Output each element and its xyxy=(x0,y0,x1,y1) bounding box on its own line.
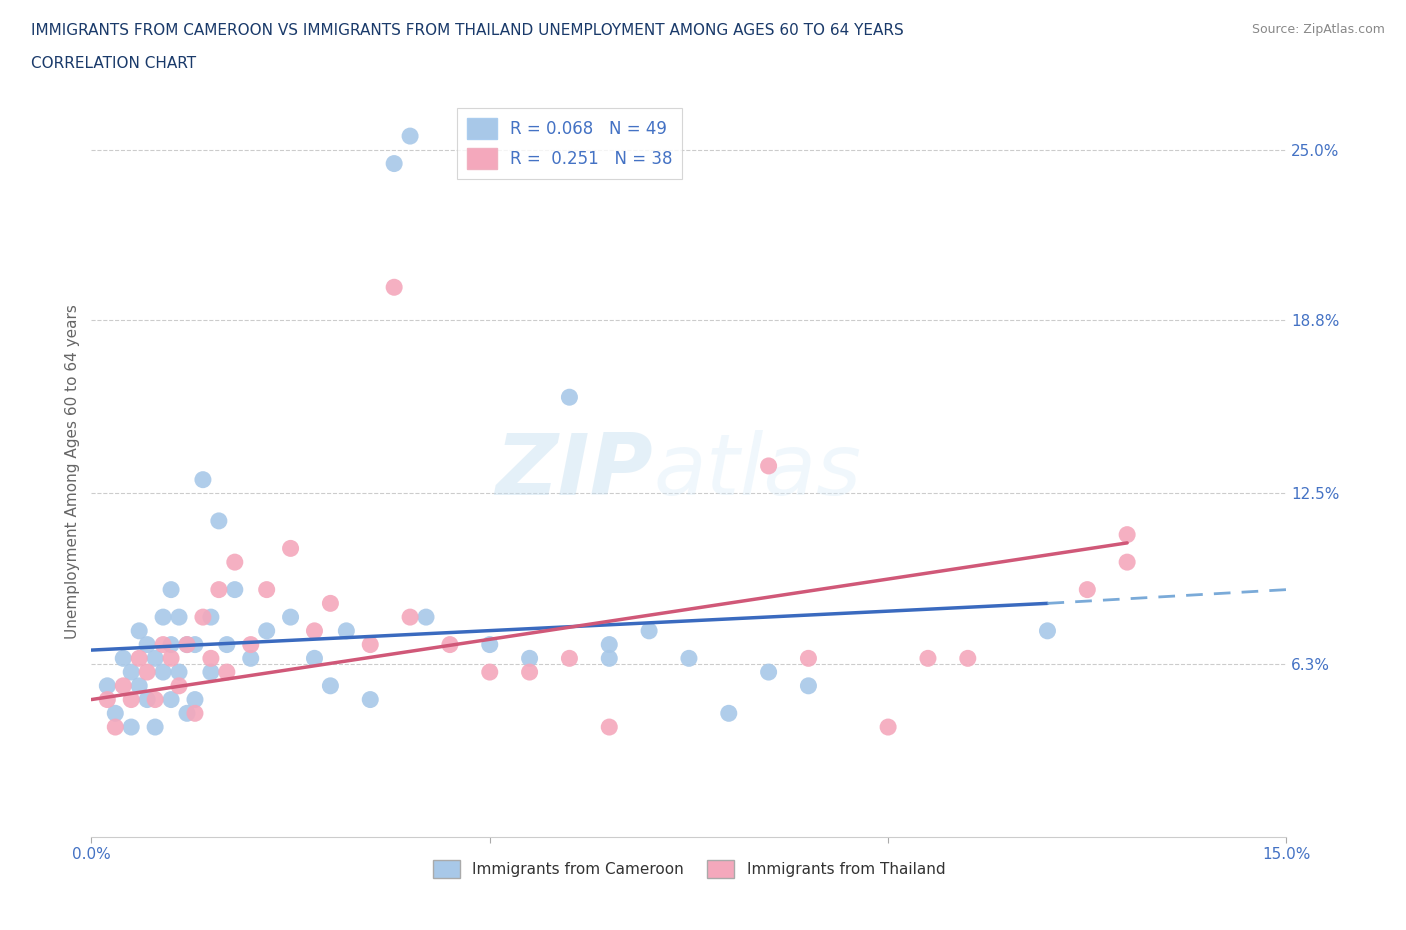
Point xyxy=(176,706,198,721)
Point xyxy=(160,637,183,652)
Legend: Immigrants from Cameroon, Immigrants from Thailand: Immigrants from Cameroon, Immigrants fro… xyxy=(426,855,952,884)
Point xyxy=(1116,527,1139,542)
Point xyxy=(758,458,780,473)
Point xyxy=(797,651,820,666)
Point xyxy=(335,623,357,638)
Point xyxy=(136,637,159,652)
Point xyxy=(120,665,142,680)
Point xyxy=(415,610,437,625)
Point xyxy=(112,651,135,666)
Point xyxy=(1076,582,1098,597)
Point xyxy=(717,706,740,721)
Point xyxy=(160,692,183,707)
Text: CORRELATION CHART: CORRELATION CHART xyxy=(31,56,195,71)
Point xyxy=(184,637,207,652)
Point xyxy=(239,637,262,652)
Point xyxy=(184,692,207,707)
Point xyxy=(678,651,700,666)
Point xyxy=(167,678,190,693)
Text: Source: ZipAtlas.com: Source: ZipAtlas.com xyxy=(1251,23,1385,36)
Point xyxy=(191,472,214,487)
Point xyxy=(382,156,405,171)
Point xyxy=(478,637,501,652)
Point xyxy=(917,651,939,666)
Point xyxy=(519,651,541,666)
Point xyxy=(399,610,422,625)
Point xyxy=(104,706,127,721)
Point xyxy=(256,582,278,597)
Point xyxy=(128,623,150,638)
Point xyxy=(152,610,174,625)
Point xyxy=(758,665,780,680)
Point xyxy=(224,554,246,569)
Point xyxy=(319,678,342,693)
Point xyxy=(280,610,302,625)
Point xyxy=(256,623,278,638)
Point xyxy=(215,665,238,680)
Text: IMMIGRANTS FROM CAMEROON VS IMMIGRANTS FROM THAILAND UNEMPLOYMENT AMONG AGES 60 : IMMIGRANTS FROM CAMEROON VS IMMIGRANTS F… xyxy=(31,23,904,38)
Point xyxy=(167,610,190,625)
Point xyxy=(160,582,183,597)
Y-axis label: Unemployment Among Ages 60 to 64 years: Unemployment Among Ages 60 to 64 years xyxy=(65,304,80,640)
Point xyxy=(239,651,262,666)
Point xyxy=(304,623,326,638)
Point xyxy=(128,678,150,693)
Point xyxy=(104,720,127,735)
Point xyxy=(215,637,238,652)
Point xyxy=(200,665,222,680)
Point xyxy=(176,637,198,652)
Point xyxy=(280,541,302,556)
Point xyxy=(112,678,135,693)
Point xyxy=(304,651,326,666)
Point xyxy=(167,665,190,680)
Point xyxy=(558,651,581,666)
Point xyxy=(598,651,620,666)
Point xyxy=(96,692,118,707)
Point xyxy=(160,651,183,666)
Point xyxy=(128,651,150,666)
Point xyxy=(208,582,231,597)
Point xyxy=(200,651,222,666)
Point xyxy=(136,665,159,680)
Text: ZIP: ZIP xyxy=(495,431,652,513)
Point xyxy=(120,692,142,707)
Point xyxy=(877,720,900,735)
Point xyxy=(478,665,501,680)
Point xyxy=(143,692,166,707)
Point xyxy=(208,513,231,528)
Point xyxy=(598,637,620,652)
Point xyxy=(176,637,198,652)
Point xyxy=(359,692,381,707)
Point xyxy=(96,678,118,693)
Point xyxy=(191,610,214,625)
Text: atlas: atlas xyxy=(652,431,860,513)
Point xyxy=(136,692,159,707)
Point xyxy=(359,637,381,652)
Point xyxy=(399,128,422,143)
Point xyxy=(184,706,207,721)
Point xyxy=(152,665,174,680)
Point xyxy=(224,582,246,597)
Point xyxy=(439,637,461,652)
Point xyxy=(1116,554,1139,569)
Point xyxy=(200,610,222,625)
Point xyxy=(558,390,581,405)
Point xyxy=(519,665,541,680)
Point xyxy=(598,720,620,735)
Point xyxy=(120,720,142,735)
Point xyxy=(382,280,405,295)
Point xyxy=(143,720,166,735)
Point xyxy=(143,651,166,666)
Point xyxy=(797,678,820,693)
Point xyxy=(152,637,174,652)
Point xyxy=(638,623,661,638)
Point xyxy=(1036,623,1059,638)
Point xyxy=(319,596,342,611)
Point xyxy=(956,651,979,666)
